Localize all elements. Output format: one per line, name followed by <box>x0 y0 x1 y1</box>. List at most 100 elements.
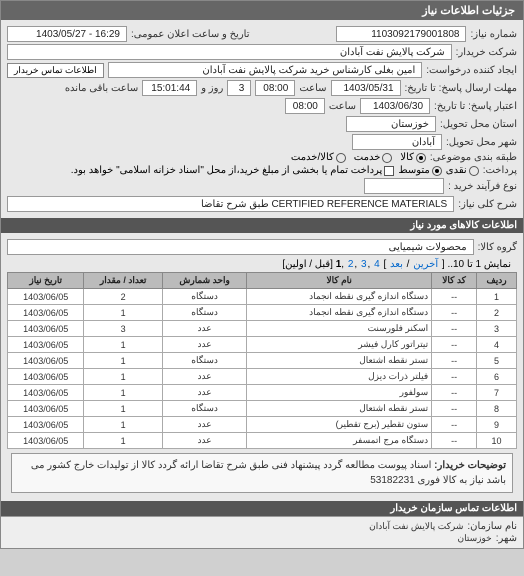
deadline-label: مهلت ارسال پاسخ: تا تاریخ: <box>405 83 517 94</box>
pager: نمایش 1 تا 10.. [ آخرین / بعد ] 4 ,3 ,2 … <box>7 257 517 272</box>
days-label: روز و <box>201 83 223 94</box>
note-label: توضیحات خریدار: <box>434 460 506 471</box>
pager-p3[interactable]: 3 <box>361 259 367 270</box>
table-cell: دستگاه <box>162 289 246 305</box>
contact-button[interactable]: اطلاعات تماس خریدار <box>7 63 104 78</box>
table-cell: -- <box>432 433 477 449</box>
radio-both[interactable] <box>336 153 346 163</box>
req-no-label: شماره نیاز: <box>470 29 517 40</box>
table-cell: 1 <box>84 417 163 433</box>
city-label: شهر محل تحویل: <box>446 137 517 148</box>
check-treasury-label: پرداخت تمام یا بخشی از مبلغ خرید،از محل … <box>71 165 383 176</box>
table-cell: دستگاه اندازه گیری نقطه انجماد <box>247 289 432 305</box>
valid-label: اعتبار پاسخ: تا تاریخ: <box>434 101 517 112</box>
creator-value: امین بغلی کارشناس خرید شرکت پالایش نفت آ… <box>108 62 423 78</box>
table-header-row: ردیف کد کالا نام کالا واحد شمارش تعداد /… <box>8 273 517 289</box>
announce-label: تاریخ و ساعت اعلان عمومی: <box>131 29 250 40</box>
pager-p1: 1 <box>336 259 342 270</box>
radio-goods[interactable] <box>416 153 426 163</box>
col-unit: واحد شمارش <box>162 273 246 289</box>
footer-section: نام سازمان: شرکت پالایش نفت آبادان شهر: … <box>1 516 523 548</box>
time-label-1: ساعت <box>299 83 326 94</box>
info-section: شماره نیاز: 1103092179001808 تاریخ و ساع… <box>1 20 523 218</box>
table-cell: 1403/06/05 <box>8 353 84 369</box>
table-cell: عدد <box>162 369 246 385</box>
group-value: محصولات شیمیایی <box>7 239 474 255</box>
panel-title: جزئیات اطلاعات نیاز <box>422 5 515 17</box>
need-title-label: شرح کلی نیاز: <box>458 199 517 210</box>
table-cell: 1 <box>477 289 517 305</box>
radio-mid-label: متوسط <box>398 165 429 176</box>
table-cell: -- <box>432 353 477 369</box>
table-cell: 1403/06/05 <box>8 289 84 305</box>
table-cell: تستر نقطه اشتعال <box>247 353 432 369</box>
req-no-value: 1103092179001808 <box>336 26 466 42</box>
table-cell: عدد <box>162 385 246 401</box>
creator-label: ایجاد کننده درخواست: <box>426 65 517 76</box>
pager-p2[interactable]: 2 <box>348 259 354 270</box>
table-row[interactable]: 5--تستر نقطه اشتعالدستگاه11403/06/05 <box>8 353 517 369</box>
deadline-time: 08:00 <box>255 80 295 96</box>
table-cell: 1403/06/05 <box>8 401 84 417</box>
panel-header: جزئیات اطلاعات نیاز <box>1 1 523 20</box>
goods-section: گروه کالا: محصولات شیمیایی نمایش 1 تا 10… <box>1 233 523 501</box>
radio-service[interactable] <box>382 153 392 163</box>
footer-header: اطلاعات تماس سازمان خریدار <box>1 501 523 516</box>
buyer-label: شرکت خریدار: <box>456 47 517 58</box>
table-row[interactable]: 2--دستگاه اندازه گیری نقطه انجماددستگاه1… <box>8 305 517 321</box>
table-cell: فیلتر ذرات دیزل <box>247 369 432 385</box>
city-value: آبادان <box>352 134 442 150</box>
province-value: خوزستان <box>346 116 436 132</box>
footer-city-value: خوزستان <box>458 533 492 544</box>
buy-type-label: نوع فرآیند خرید : <box>448 181 517 192</box>
table-cell: دستگاه <box>162 305 246 321</box>
table-cell: 1403/06/05 <box>8 337 84 353</box>
pager-next[interactable]: بعد <box>390 259 403 270</box>
col-name: نام کالا <box>247 273 432 289</box>
table-cell: 3 <box>84 321 163 337</box>
radio-service-label: خدمت <box>354 152 381 163</box>
need-title-value: CERTIFIED REFERENCE MATERIALS طبق شرح تق… <box>7 196 454 212</box>
pager-p4[interactable]: 4 <box>374 259 380 270</box>
radio-mid[interactable] <box>432 166 442 176</box>
table-cell: 5 <box>477 353 517 369</box>
table-row[interactable]: 7--سولفورعدد11403/06/05 <box>8 385 517 401</box>
table-row[interactable]: 6--فیلتر ذرات دیزلعدد11403/06/05 <box>8 369 517 385</box>
table-cell: 1 <box>84 337 163 353</box>
table-cell: -- <box>432 385 477 401</box>
table-cell: ستون تقطیر (برج تقطیر) <box>247 417 432 433</box>
table-cell: تیتراتور کارل فیشر <box>247 337 432 353</box>
check-treasury[interactable] <box>384 166 394 176</box>
table-row[interactable]: 10--دستگاه مرج اتمسفرعدد11403/06/05 <box>8 433 517 449</box>
table-row[interactable]: 8--تستر نقطه اشتعالدستگاه11403/06/05 <box>8 401 517 417</box>
remain-value: 15:01:44 <box>142 80 197 96</box>
table-row[interactable]: 1--دستگاه اندازه گیری نقطه انجماددستگاه2… <box>8 289 517 305</box>
table-cell: دستگاه <box>162 353 246 369</box>
table-cell: سولفور <box>247 385 432 401</box>
announce-value: 16:29 - 1403/05/27 <box>7 26 127 42</box>
table-row[interactable]: 9--ستون تقطیر (برج تقطیر)عدد11403/06/05 <box>8 417 517 433</box>
table-row[interactable]: 4--تیتراتور کارل فیشرعدد11403/06/05 <box>8 337 517 353</box>
radio-cash-label: نقدی <box>446 165 467 176</box>
radio-cash[interactable] <box>469 166 479 176</box>
table-cell: عدد <box>162 321 246 337</box>
footer-city-label: شهر: <box>496 533 517 544</box>
table-cell: 1 <box>84 305 163 321</box>
table-cell: -- <box>432 321 477 337</box>
table-row[interactable]: 3--اسکنر فلورسنتعدد31403/06/05 <box>8 321 517 337</box>
pack-label: طبقه بندی موضوعی: <box>430 152 517 163</box>
table-cell: 1 <box>84 433 163 449</box>
table-cell: 10 <box>477 433 517 449</box>
pager-prefix: نمایش 1 تا 10.. <box>447 259 511 270</box>
pager-last[interactable]: آخرین <box>413 259 438 270</box>
col-row: ردیف <box>477 273 517 289</box>
table-cell: 1 <box>84 353 163 369</box>
table-cell: 8 <box>477 401 517 417</box>
table-cell: -- <box>432 417 477 433</box>
table-cell: 1403/06/05 <box>8 433 84 449</box>
table-cell: عدد <box>162 433 246 449</box>
remain-label: ساعت باقی مانده <box>65 83 138 94</box>
table-cell: -- <box>432 401 477 417</box>
table-cell: 1 <box>84 369 163 385</box>
table-cell: 1403/06/05 <box>8 305 84 321</box>
